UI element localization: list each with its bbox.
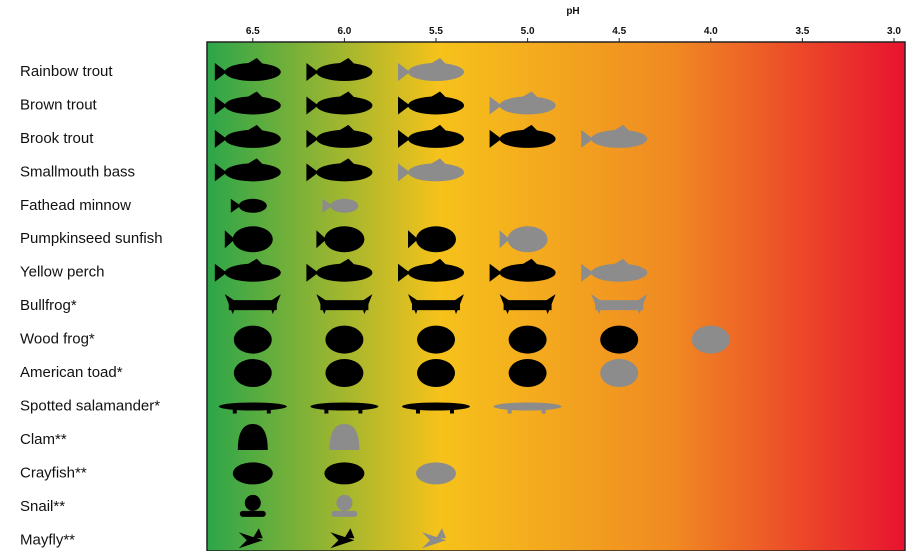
- silhouette-part: [234, 326, 272, 354]
- silhouette-part: [417, 359, 455, 387]
- x-tick-label: 4.0: [704, 26, 718, 37]
- row-label: Brown trout: [20, 96, 98, 113]
- silhouette-part: [225, 264, 281, 282]
- silhouette-part: [508, 226, 548, 252]
- silhouette-part: [408, 96, 464, 114]
- row-label: Brook trout: [20, 130, 94, 147]
- chart: pH 6.5 6.0 5.5 5.0 4.5 4.0 3.5 3.0 Rainbow trout…: [0, 0, 911, 551]
- silhouette-part: [325, 359, 363, 387]
- silhouette-part: [402, 403, 470, 411]
- silhouette-part: [324, 226, 364, 252]
- x-tick-label: 3.5: [795, 26, 809, 37]
- silhouette-part: [240, 511, 266, 517]
- row-label: Wood frog*: [20, 331, 95, 348]
- row-label: Spotted salamander*: [20, 397, 160, 414]
- row-label: Smallmouth bass: [20, 163, 135, 180]
- silhouette-part: [358, 405, 362, 414]
- silhouette-part: [417, 326, 455, 354]
- x-tick-label: 6.5: [246, 26, 260, 37]
- silhouette-part: [416, 226, 456, 252]
- organism-mark: [234, 359, 272, 387]
- silhouette-part: [591, 264, 647, 282]
- x-tick-label: 5.5: [429, 26, 443, 37]
- silhouette-part: [416, 405, 420, 414]
- row-label: American toad*: [20, 364, 123, 381]
- row-label: Rainbow trout: [20, 63, 113, 80]
- x-tick-label: 5.0: [521, 26, 535, 37]
- silhouette-part: [600, 359, 638, 387]
- organism-mark: [417, 359, 455, 387]
- silhouette-part: [494, 403, 562, 411]
- row-label: Bullfrog*: [20, 297, 77, 314]
- organism-mark: [600, 326, 638, 354]
- row-label: Pumpkinseed sunfish: [20, 230, 163, 247]
- organism-mark: [417, 326, 455, 354]
- silhouette-part: [219, 403, 287, 411]
- silhouette-part: [225, 163, 281, 181]
- silhouette-part: [310, 403, 378, 411]
- row-label: Crayfish**: [20, 464, 87, 481]
- silhouette-part: [591, 130, 647, 148]
- row-label: Clam**: [20, 431, 67, 448]
- silhouette-part: [336, 495, 352, 511]
- silhouette-part: [233, 405, 237, 414]
- silhouette-part: [509, 359, 547, 387]
- silhouette-part: [500, 130, 556, 148]
- organism-mark: [324, 462, 364, 484]
- silhouette-part: [408, 63, 464, 81]
- silhouette-part: [600, 326, 638, 354]
- x-tick-label: 3.0: [887, 26, 901, 37]
- silhouette-part: [416, 462, 456, 484]
- silhouette-part: [408, 264, 464, 282]
- silhouette-part: [500, 96, 556, 114]
- silhouette-part: [225, 96, 281, 114]
- x-tick-label: 6.0: [337, 26, 351, 37]
- silhouette-part: [316, 264, 372, 282]
- organism-mark: [600, 359, 638, 387]
- silhouette-part: [316, 96, 372, 114]
- silhouette-part: [500, 264, 556, 282]
- axis-title: pH: [566, 6, 579, 17]
- silhouette-part: [234, 359, 272, 387]
- silhouette-part: [330, 199, 358, 213]
- silhouette-part: [408, 130, 464, 148]
- silhouette-part: [408, 163, 464, 181]
- silhouette-part: [325, 326, 363, 354]
- silhouette-part: [692, 326, 730, 354]
- silhouette-part: [316, 130, 372, 148]
- organism-mark: [325, 326, 363, 354]
- organism-mark: [509, 326, 547, 354]
- organism-mark: [234, 326, 272, 354]
- organism-mark: [509, 359, 547, 387]
- silhouette-part: [324, 405, 328, 414]
- silhouette-part: [239, 199, 267, 213]
- row-label: Yellow perch: [20, 264, 105, 281]
- row-label: Fathead minnow: [20, 197, 131, 214]
- silhouette-part: [542, 405, 546, 414]
- silhouette-part: [316, 163, 372, 181]
- organism-mark: [416, 462, 456, 484]
- silhouette-part: [245, 495, 261, 511]
- organism-mark: [233, 462, 273, 484]
- silhouette-part: [225, 63, 281, 81]
- silhouette-part: [508, 405, 512, 414]
- silhouette-part: [324, 462, 364, 484]
- x-tick-label: 4.5: [612, 26, 626, 37]
- organism-mark: [692, 326, 730, 354]
- silhouette-part: [233, 226, 273, 252]
- plot-area: [207, 42, 905, 551]
- organism-mark: [325, 359, 363, 387]
- silhouette-part: [316, 63, 372, 81]
- row-label: Snail**: [20, 498, 65, 515]
- silhouette-part: [225, 130, 281, 148]
- silhouette-part: [450, 405, 454, 414]
- row-label: Mayfly**: [20, 531, 75, 548]
- silhouette-part: [233, 462, 273, 484]
- silhouette-part: [509, 326, 547, 354]
- silhouette-part: [267, 405, 271, 414]
- silhouette-part: [331, 511, 357, 517]
